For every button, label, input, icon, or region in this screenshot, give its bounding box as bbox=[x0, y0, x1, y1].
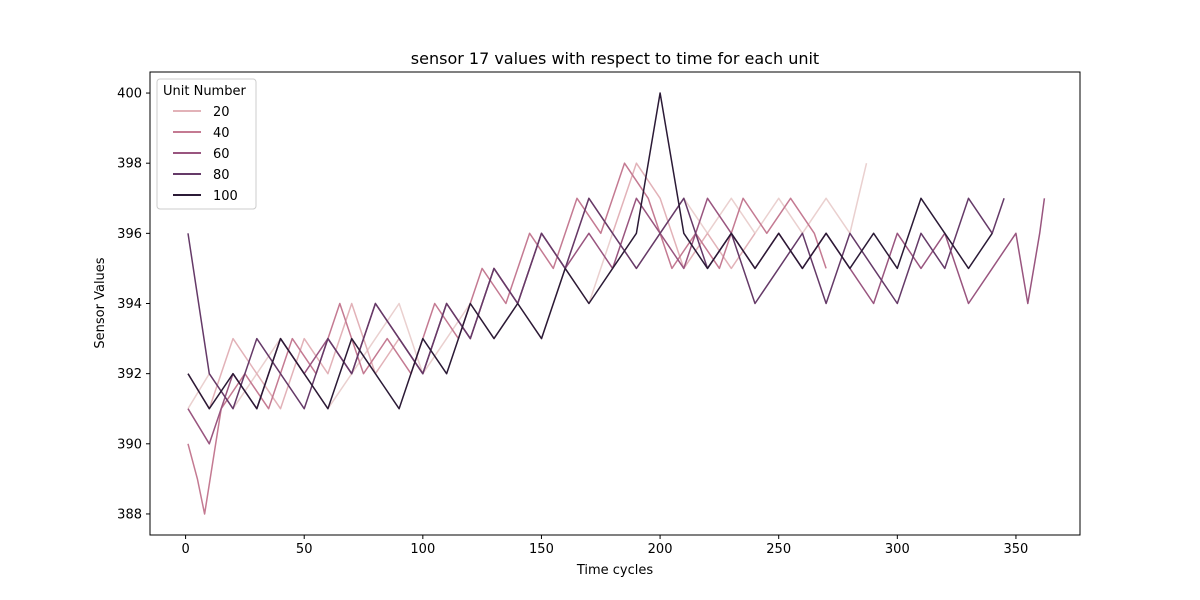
series-layer bbox=[187, 92, 1046, 515]
legend-label-60: 60 bbox=[213, 147, 230, 162]
y-axis-label: Sensor Values bbox=[93, 257, 108, 348]
x-tick-label: 250 bbox=[766, 542, 791, 557]
x-tick-label: 300 bbox=[885, 542, 910, 557]
y-tick-label: 398 bbox=[117, 157, 142, 172]
legend-entries: 20 40 60 80 100 bbox=[173, 105, 238, 204]
x-tick-label: 200 bbox=[648, 542, 673, 557]
x-tick-label: 350 bbox=[1004, 542, 1029, 557]
series-line-unit-80 bbox=[187, 197, 1005, 410]
x-tick-label: 0 bbox=[181, 542, 189, 557]
x-tick-label: 150 bbox=[529, 542, 554, 557]
legend-label-80: 80 bbox=[213, 168, 230, 183]
y-tick-label: 388 bbox=[117, 507, 142, 522]
series-line-unit-100 bbox=[187, 92, 993, 410]
x-axis: 0 50 100 150 200 250 300 350 bbox=[181, 535, 1028, 557]
y-tick-label: 400 bbox=[117, 87, 142, 102]
x-tick-label: 50 bbox=[296, 542, 313, 557]
legend-label-20: 20 bbox=[213, 105, 230, 120]
y-tick-label: 390 bbox=[117, 437, 142, 452]
y-tick-label: 394 bbox=[117, 297, 142, 312]
y-tick-label: 392 bbox=[117, 367, 142, 382]
y-axis: 388 390 392 394 396 398 400 bbox=[117, 87, 150, 522]
x-tick-label: 100 bbox=[410, 542, 435, 557]
chart-title: sensor 17 values with respect to time fo… bbox=[411, 49, 819, 68]
series-line-unit-40 bbox=[187, 162, 827, 515]
y-tick-label: 396 bbox=[117, 227, 142, 242]
legend-label-40: 40 bbox=[213, 126, 230, 141]
legend: Unit Number 20 40 60 80 100 bbox=[156, 78, 257, 210]
x-axis-label: Time cycles bbox=[576, 563, 654, 578]
legend-label-100: 100 bbox=[213, 189, 238, 204]
legend-title: Unit Number bbox=[163, 84, 246, 99]
